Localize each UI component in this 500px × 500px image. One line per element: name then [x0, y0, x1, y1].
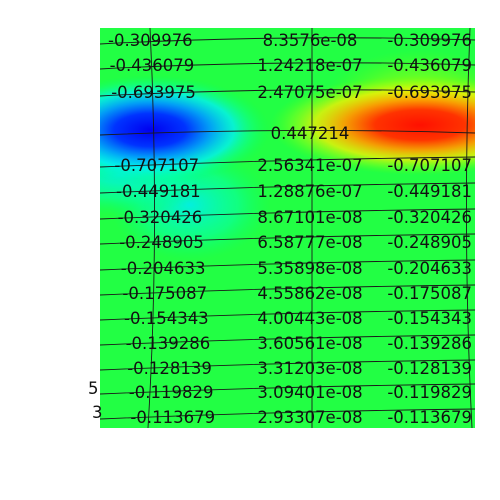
- grid-line-horizontal: [99, 156, 476, 168]
- value-label-right: -0.113679: [387, 408, 472, 427]
- negative-lobe: [100, 75, 270, 185]
- value-label-right: -0.309976: [387, 31, 472, 50]
- value-label-left: -0.707107: [114, 156, 199, 175]
- value-label-right: -0.436079: [387, 56, 472, 75]
- value-label-center: 8.67101e-08: [257, 208, 362, 227]
- grid-line-horizontal: [99, 284, 476, 296]
- value-label-center: 5.35898e-08: [257, 259, 362, 278]
- value-label-center: 2.93307e-08: [257, 408, 362, 427]
- value-label-center: 1.28876e-07: [257, 182, 362, 201]
- grid-line-horizontal: [99, 62, 476, 70]
- value-label-right: -0.693975: [387, 83, 472, 102]
- value-label-center: 2.56341e-07: [257, 156, 362, 175]
- grid-line-horizontal: [99, 129, 476, 136]
- value-labels: -0.309976 8.3576e-08 -0.309976 -0.436079 1.2…: [108, 31, 472, 427]
- grid-line-horizontal: [99, 259, 476, 271]
- grid-line-horizontal: [99, 233, 476, 245]
- value-label-left: -0.119829: [129, 383, 214, 402]
- color-field: [100, 28, 475, 428]
- grid-line-horizontal: [99, 182, 476, 194]
- grid-line-horizontal: [99, 359, 476, 371]
- value-label-left: -0.449181: [116, 182, 201, 201]
- value-label-left: -0.139286: [126, 334, 211, 353]
- grid-line-horizontal: [99, 89, 476, 97]
- outside-label-fragment: 5: [88, 379, 99, 398]
- outside-label-fragment: 3: [92, 403, 103, 422]
- value-label-left: -0.175087: [122, 284, 207, 303]
- value-label-center: 1.24218e-07: [257, 56, 362, 75]
- value-label-left: -0.693975: [111, 83, 196, 102]
- value-label-right: -0.119829: [387, 383, 472, 402]
- value-label-right: -0.320426: [387, 208, 472, 227]
- value-label-right: -0.449181: [387, 182, 472, 201]
- value-label-center: 3.31203e-08: [257, 359, 362, 378]
- value-label-left: -0.204633: [121, 259, 206, 278]
- value-label-right: -0.204633: [387, 259, 472, 278]
- value-label-right: -0.154343: [387, 309, 472, 328]
- value-label-left: -0.128139: [127, 359, 212, 378]
- value-label-center: 8.3576e-08: [263, 31, 358, 50]
- grid-line-horizontal: [99, 334, 476, 346]
- value-label-left: -0.113679: [130, 408, 215, 427]
- value-label-center: 2.47075e-07: [257, 83, 362, 102]
- value-label-left: -0.309976: [108, 31, 193, 50]
- value-label-center: 3.09401e-08: [257, 383, 362, 402]
- mesh-grid: [99, 27, 476, 429]
- value-label-left: -0.436079: [110, 56, 195, 75]
- grid-line-vertical: [147, 27, 155, 429]
- value-label-center: 3.60561e-08: [257, 334, 362, 353]
- value-label-center: 4.55862e-08: [257, 284, 362, 303]
- value-label-right: -0.128139: [387, 359, 472, 378]
- grid-line-horizontal: [99, 383, 476, 395]
- grid-line-horizontal: [99, 208, 476, 220]
- value-label-right: -0.248905: [387, 233, 472, 252]
- value-label-right: -0.707107: [387, 156, 472, 175]
- value-label-left: -0.320426: [118, 208, 203, 227]
- value-label-right: -0.175087: [387, 284, 472, 303]
- value-label-right: -0.139286: [387, 334, 472, 353]
- grid-line-vertical: [465, 27, 473, 429]
- value-label-left: -0.248905: [119, 233, 204, 252]
- grid-line-horizontal: [99, 408, 476, 420]
- value-label-center: 6.58777e-08: [257, 233, 362, 252]
- value-label-center: 0.447214: [271, 124, 350, 143]
- value-label-left: -0.154343: [124, 309, 209, 328]
- value-label-center: 4.00443e-08: [257, 309, 362, 328]
- positive-lobe: [270, 75, 475, 175]
- grid-line-horizontal: [99, 309, 476, 321]
